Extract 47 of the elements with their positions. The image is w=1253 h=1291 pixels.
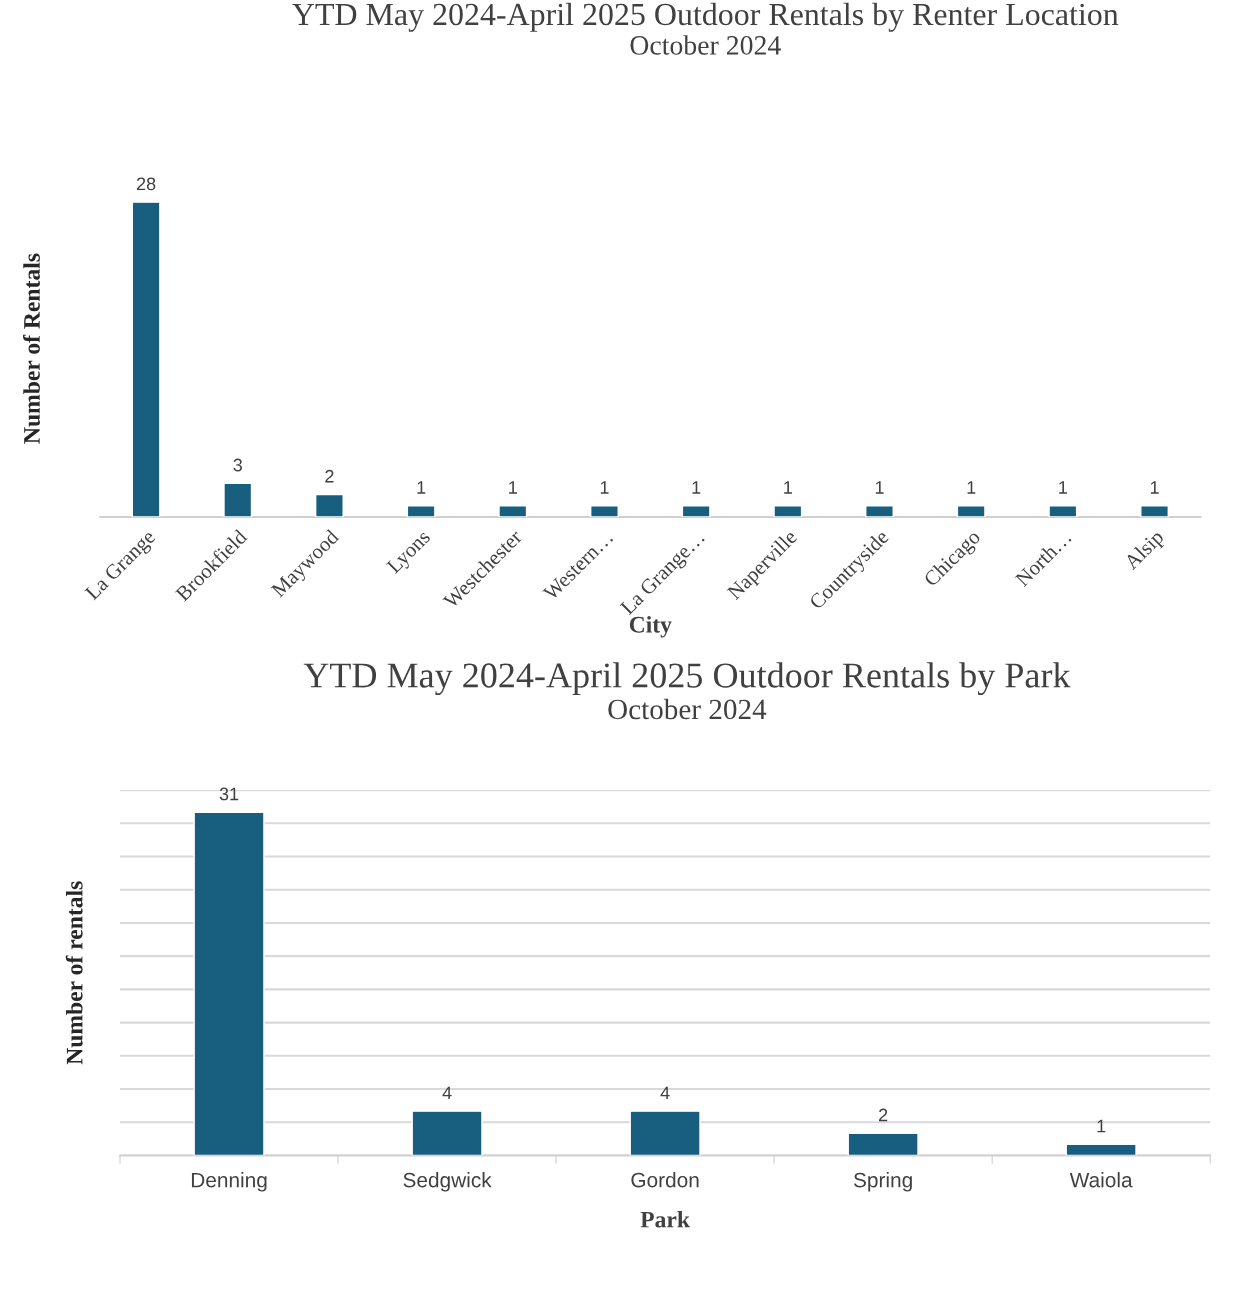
data-label: 1 — [600, 481, 609, 494]
bar — [1048, 505, 1078, 518]
y-axis-title: Number of Rentals — [23, 253, 40, 444]
data-label: 4 — [442, 1086, 452, 1100]
data-label: 3 — [233, 458, 242, 472]
chart-subtitle: October 2024 — [630, 35, 781, 55]
bar — [131, 201, 161, 518]
data-label: 1 — [784, 481, 792, 494]
x-tick-label: Sedgwick — [403, 1172, 492, 1192]
y-axis-title: Number of rentals — [65, 881, 83, 1065]
bar — [223, 482, 253, 518]
bar — [773, 505, 803, 518]
data-label: 31 — [219, 787, 239, 801]
bar — [406, 505, 436, 518]
chart-title: YTD May 2024-April 2025 Outdoor Rentals by Renter Location — [292, 2, 1119, 32]
bar — [956, 505, 986, 518]
x-tick-label: Gordon — [631, 1172, 699, 1188]
data-label: 28 — [136, 177, 156, 191]
data-label: 1 — [509, 481, 517, 494]
x-axis-title: Park — [640, 1210, 690, 1228]
bar — [1140, 505, 1169, 518]
data-label: 1 — [875, 481, 884, 494]
bar — [314, 493, 344, 518]
data-label: 2 — [879, 1108, 888, 1122]
data-label: 1 — [967, 481, 976, 494]
bar — [411, 1110, 483, 1156]
data-label: 1 — [1059, 481, 1067, 494]
bar — [193, 811, 265, 1156]
x-tick-label: Spring — [853, 1172, 912, 1192]
bar — [1065, 1143, 1137, 1156]
chart-title: YTD May 2024-April 2025 Outdoor Rentals by Park — [303, 662, 1071, 696]
bar — [865, 505, 894, 518]
data-label: 1 — [692, 481, 701, 494]
data-label: 1 — [1097, 1119, 1106, 1133]
data-label: 4 — [660, 1086, 670, 1100]
x-axis-title: City — [629, 616, 672, 638]
bar — [590, 505, 619, 518]
data-label: 2 — [325, 469, 334, 483]
chart-subtitle: October 2024 — [608, 698, 767, 720]
bar — [629, 1110, 701, 1156]
data-label: 1 — [1150, 481, 1159, 494]
data-label: 1 — [417, 481, 426, 494]
bar — [498, 505, 528, 518]
bar — [847, 1132, 919, 1156]
x-tick-label: Waiola — [1069, 1172, 1133, 1188]
bar — [681, 505, 711, 518]
x-tick-label: Denning — [191, 1172, 267, 1192]
